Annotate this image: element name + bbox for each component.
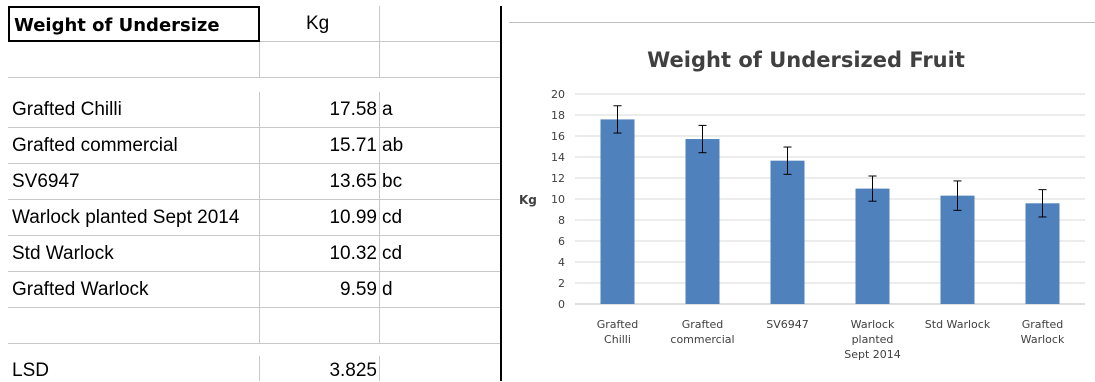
y-tick-label: 6: [558, 235, 565, 248]
x-category-label: Std Warlock: [925, 318, 991, 331]
significance-group-cell[interactable]: bc: [380, 164, 500, 200]
y-tick-label: 14: [551, 151, 565, 164]
table-row: Std Warlock 10.32 cd: [8, 236, 500, 272]
y-tick-labels: 0 2 4 6 8 10 12 14 16 18 20: [551, 88, 565, 311]
bar: [600, 119, 635, 304]
empty-cell[interactable]: [8, 42, 260, 78]
chart-area: [509, 22, 1095, 382]
table-row: Grafted Chilli 17.58 a: [8, 92, 500, 128]
empty-cell[interactable]: [380, 356, 500, 381]
y-tick-label: 4: [558, 256, 565, 269]
table-row: SV6947 13.65 bc: [8, 164, 500, 200]
bars: [600, 119, 1060, 304]
table-row: Grafted commercial 15.71 ab: [8, 128, 500, 164]
header-empty-cell[interactable]: [380, 6, 500, 42]
weight-value-cell[interactable]: 15.71: [260, 128, 380, 164]
x-category-label: Grafted Chilli: [597, 318, 639, 346]
y-tick-label: 8: [558, 214, 565, 227]
x-category-label: Grafted commercial: [670, 318, 734, 346]
header-unit-cell[interactable]: Kg: [260, 6, 380, 42]
y-tick-label: 20: [551, 88, 565, 101]
table-blank-row: [8, 42, 500, 78]
weight-value-cell[interactable]: 13.65: [260, 164, 380, 200]
treatment-name-cell[interactable]: Std Warlock: [8, 236, 260, 272]
y-tick-label: 0: [558, 298, 565, 311]
lsd-label-cell[interactable]: LSD: [8, 356, 260, 381]
weight-value-cell[interactable]: 10.32: [260, 236, 380, 272]
weight-value-cell[interactable]: 9.59: [260, 272, 380, 308]
data-table: Weight of Undersize Kg Grafted Chilli 17…: [8, 6, 502, 381]
chart-title: Weight of Undersized Fruit: [647, 48, 965, 72]
table-blank-row: [8, 308, 500, 344]
significance-group-cell[interactable]: ab: [380, 128, 500, 164]
bar: [855, 188, 890, 304]
empty-cell[interactable]: [260, 42, 380, 78]
significance-group-cell[interactable]: a: [380, 92, 500, 128]
empty-cell[interactable]: [8, 308, 260, 344]
y-tick-label: 12: [551, 172, 565, 185]
x-category-labels: Grafted Chilli Grafted commercial SV6947 Warl…: [597, 318, 1065, 361]
empty-cell[interactable]: [380, 308, 500, 344]
x-category-label: SV6947: [766, 318, 809, 331]
bar-chart: Weight of Undersized Fruit Kg 0 2 4 6 8 10 12 1…: [519, 48, 1085, 361]
table-row: Warlock planted Sept 2014 10.99 cd: [8, 200, 500, 236]
error-bars: [613, 105, 1047, 218]
table-header-row: Weight of Undersize Kg: [8, 6, 500, 42]
weight-value-cell[interactable]: 10.99: [260, 200, 380, 236]
treatment-name-cell[interactable]: Grafted commercial: [8, 128, 260, 164]
lsd-row: LSD 3.825: [8, 356, 500, 381]
significance-group-cell[interactable]: cd: [380, 200, 500, 236]
bar: [940, 195, 975, 304]
y-tick-label: 18: [551, 109, 565, 122]
bar: [685, 139, 720, 304]
y-tick-label: 16: [551, 130, 565, 143]
empty-cell[interactable]: [260, 308, 380, 344]
x-category-label: Warlock planted Sept 2014: [844, 318, 901, 361]
treatment-name-cell[interactable]: Warlock planted Sept 2014: [8, 200, 260, 236]
x-category-label: Grafted Warlock: [1021, 318, 1065, 346]
y-tick-label: 10: [551, 193, 565, 206]
weight-value-cell[interactable]: 17.58: [260, 92, 380, 128]
table-row: Grafted Warlock 9.59 d: [8, 272, 500, 308]
significance-group-cell[interactable]: d: [380, 272, 500, 308]
bar: [1025, 203, 1060, 304]
bar: [770, 160, 805, 304]
y-axis-label: Kg: [519, 193, 537, 207]
gridlines: [575, 93, 1085, 305]
y-tick-label: 2: [558, 277, 565, 290]
lsd-value-cell[interactable]: 3.825: [260, 356, 380, 381]
significance-group-cell[interactable]: cd: [380, 236, 500, 272]
treatment-name-cell[interactable]: Grafted Chilli: [8, 92, 260, 128]
header-label-cell[interactable]: Weight of Undersize: [8, 6, 260, 42]
empty-cell[interactable]: [380, 42, 500, 78]
treatment-name-cell[interactable]: SV6947: [8, 164, 260, 200]
treatment-name-cell[interactable]: Grafted Warlock: [8, 272, 260, 308]
